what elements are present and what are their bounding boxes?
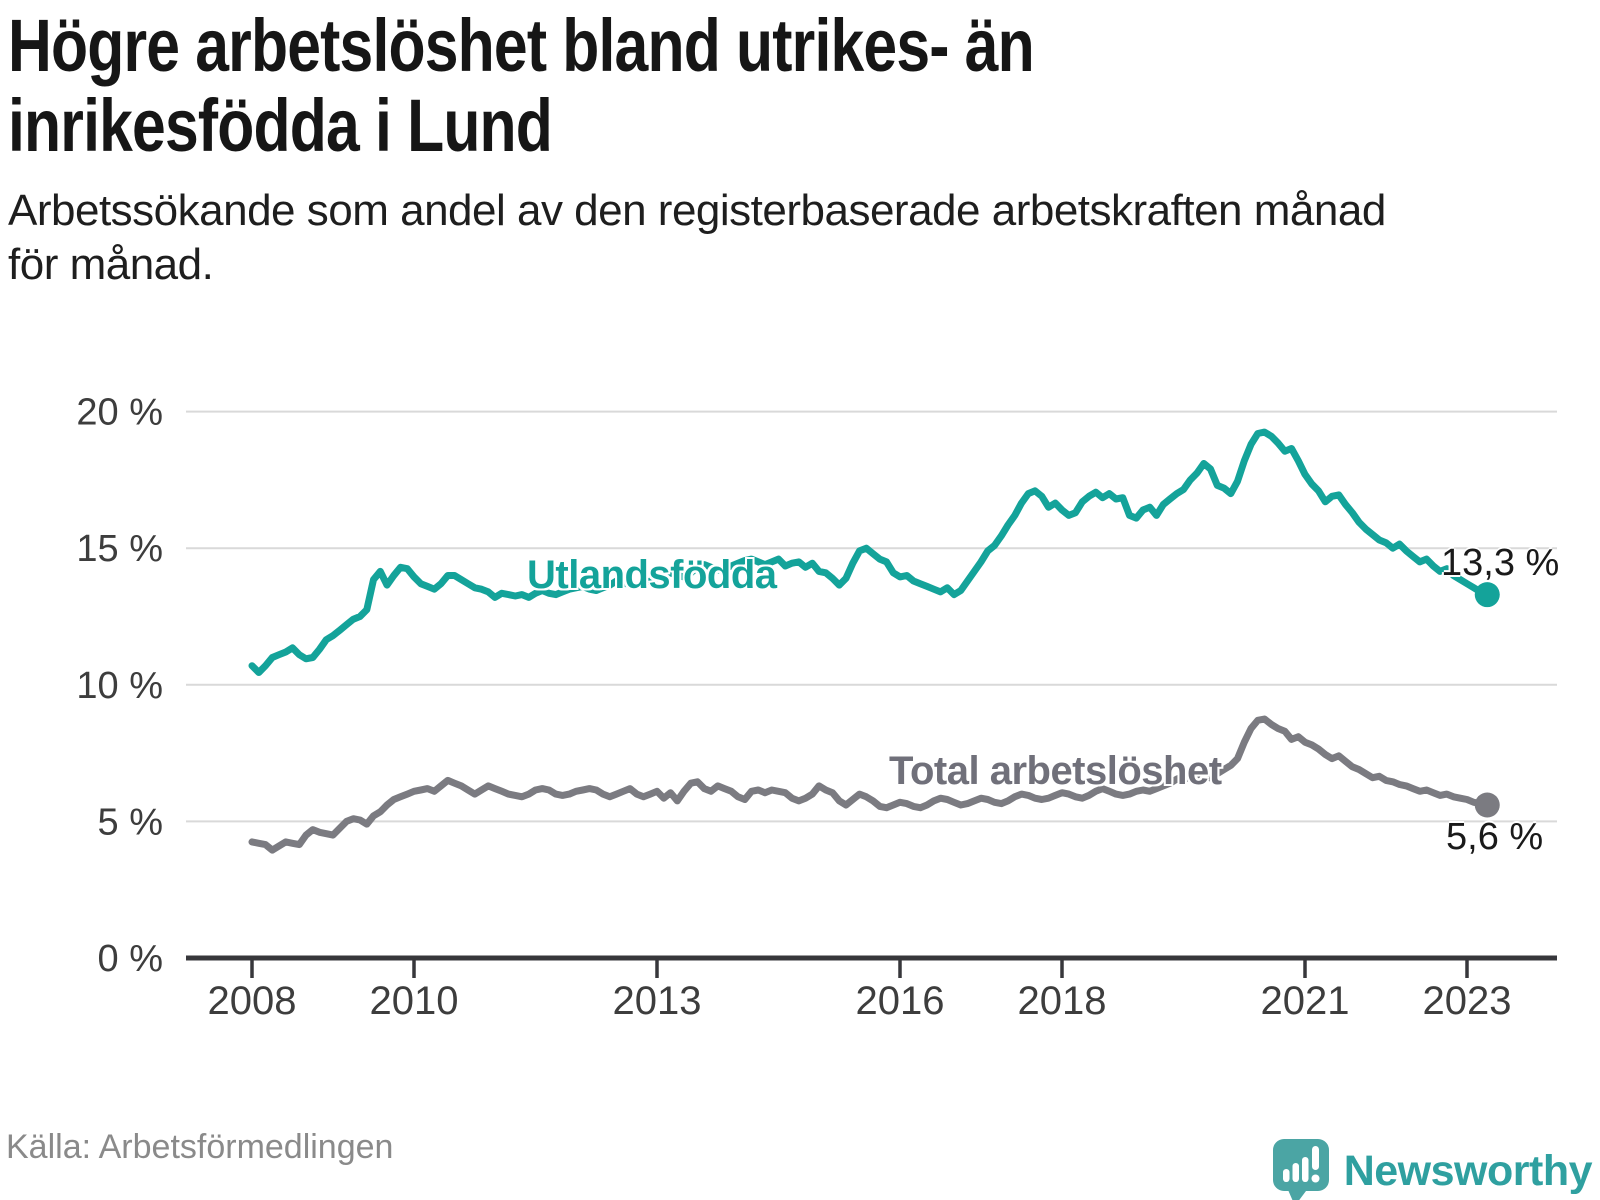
x-tick-label: 2018: [1018, 979, 1107, 1023]
brand-name: Newsworthy: [1343, 1146, 1593, 1195]
series-line-utlandsfodda-end-dot: [1474, 582, 1500, 608]
series-line-total-arbetsloshet-end-dot: [1474, 792, 1500, 818]
chart-title: Högre arbetslöshet bland utrikes- än inri…: [8, 4, 1035, 167]
series-label-utlandsfodda: Utlandsfödda: [527, 553, 777, 597]
x-axis-ticks: 2008 2010 2013 2016 2018 2021 2023: [208, 960, 1512, 1023]
x-tick-label: 2010: [370, 979, 459, 1023]
y-tick-label: 10 %: [76, 665, 163, 707]
end-value-total-arbetsloshet: 5,6 %: [1446, 816, 1544, 858]
subtitle-line-2: för månad.: [8, 240, 214, 289]
title-line-1: Högre arbetslöshet bland utrikes- än: [8, 4, 1035, 87]
y-axis-labels: 0 % 5 % 10 % 15 % 20 %: [76, 392, 163, 980]
chart-subtitle: Arbetssökande som andel av den registerb…: [8, 184, 1386, 292]
y-tick-label: 20 %: [76, 392, 163, 434]
end-value-utlandsfodda: 13,3 %: [1441, 542, 1560, 584]
newsworthy-logo-icon: [1272, 1139, 1329, 1200]
y-tick-label: 15 %: [76, 528, 163, 570]
series-label-total-arbetsloshet: Total arbetslöshet: [889, 749, 1222, 793]
subtitle-line-1: Arbetssökande som andel av den registerb…: [8, 186, 1386, 235]
x-tick-label: 2021: [1261, 979, 1350, 1023]
series-line-utlandsfodda: [248, 428, 1491, 676]
x-tick-label: 2023: [1423, 979, 1512, 1023]
y-tick-label: 0 %: [98, 938, 163, 980]
source-note: Källa: Arbetsförmedlingen: [6, 1128, 394, 1166]
y-tick-label: 5 %: [98, 801, 163, 843]
series-line-total-arbetsloshet: [248, 715, 1491, 854]
newsworthy-brand: Newsworthy: [1272, 1138, 1593, 1200]
title-line-2: inrikesfödda i Lund: [8, 84, 553, 167]
x-tick-label: 2013: [613, 979, 702, 1023]
x-tick-label: 2016: [856, 979, 945, 1023]
x-tick-label: 2008: [208, 979, 297, 1023]
gridlines: [186, 410, 1557, 823]
